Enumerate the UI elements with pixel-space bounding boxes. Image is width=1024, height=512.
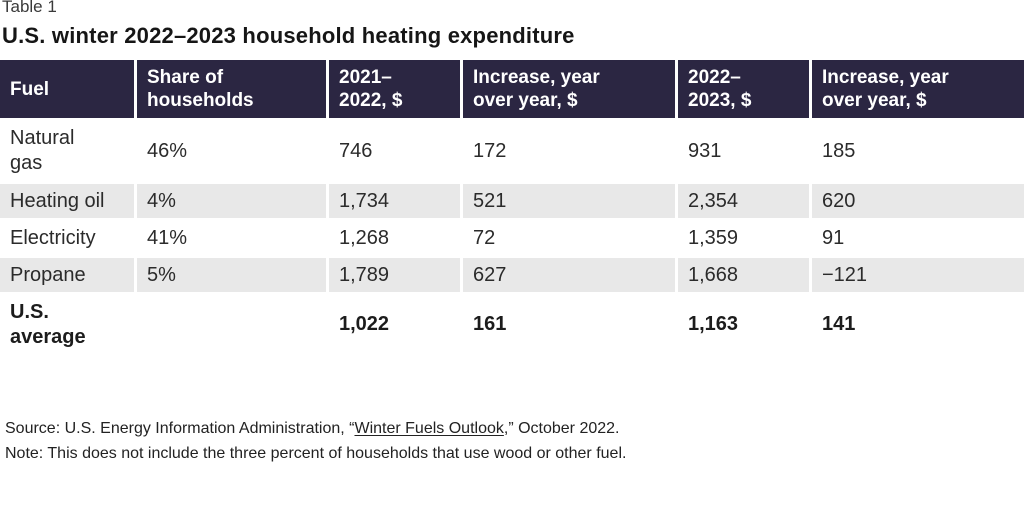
exp-2022-2023-cell: 2,354 <box>678 184 812 221</box>
table-row-us-average: U.S. average 1,022 161 1,163 141 <box>0 295 1024 354</box>
exp-2021-2022-cell: 1,734 <box>329 184 463 221</box>
increase-yoy-2-cell: −121 <box>812 258 1024 295</box>
increase-yoy-1-cell: 72 <box>463 221 678 258</box>
source-text-suffix: ,” October 2022. <box>503 420 620 437</box>
share-cell: 41% <box>137 221 329 258</box>
increase-yoy-1-cell: 172 <box>463 121 678 184</box>
increase-yoy-1-cell: 627 <box>463 258 678 295</box>
exp-2021-2022-cell: 746 <box>329 121 463 184</box>
table-row-electricity: Electricity 41% 1,268 72 1,359 91 <box>0 221 1024 258</box>
column-header-increase-yoy-2: Increase, year over year, $ <box>812 60 1024 121</box>
increase-yoy-2-cell: 141 <box>812 295 1024 354</box>
column-header-increase-yoy-1: Increase, year over year, $ <box>463 60 678 121</box>
fuel-cell: U.S. average <box>0 295 137 354</box>
increase-yoy-1-cell: 521 <box>463 184 678 221</box>
exp-2022-2023-cell: 931 <box>678 121 812 184</box>
header-row: Fuel Share of households 2021– 2022, $ I… <box>0 60 1024 121</box>
page-title: U.S. winter 2022–2023 household heating … <box>2 23 575 48</box>
column-header-2022-2023: 2022– 2023, $ <box>678 60 812 121</box>
column-header-share-of-households: Share of households <box>137 60 329 121</box>
fuel-cell: Electricity <box>0 221 137 258</box>
source-line: Source: U.S. Energy Information Administ… <box>5 416 1024 441</box>
increase-yoy-1-cell: 161 <box>463 295 678 354</box>
share-cell: 46% <box>137 121 329 184</box>
table-row-propane: Propane 5% 1,789 627 1,668 −121 <box>0 258 1024 295</box>
source-text-prefix: Source: U.S. Energy Information Administ… <box>5 420 355 437</box>
share-cell: 5% <box>137 258 329 295</box>
fuel-cell: Natural gas <box>0 121 137 184</box>
fuel-cell: Propane <box>0 258 137 295</box>
column-header-2021-2022: 2021– 2022, $ <box>329 60 463 121</box>
increase-yoy-2-cell: 620 <box>812 184 1024 221</box>
increase-yoy-2-cell: 185 <box>812 121 1024 184</box>
heating-expenditure-table: Fuel Share of households 2021– 2022, $ I… <box>0 60 1024 354</box>
winter-fuels-outlook-link[interactable]: Winter Fuels Outlook <box>354 420 504 437</box>
exp-2022-2023-cell: 1,359 <box>678 221 812 258</box>
share-cell: 4% <box>137 184 329 221</box>
fuel-cell: Heating oil <box>0 184 137 221</box>
exp-2021-2022-cell: 1,022 <box>329 295 463 354</box>
table-row-natural-gas: Natural gas 46% 746 172 931 185 <box>0 121 1024 184</box>
exp-2021-2022-cell: 1,268 <box>329 221 463 258</box>
share-cell <box>137 295 329 354</box>
table-label: Table 1 <box>2 0 57 16</box>
table-footer: Source: U.S. Energy Information Administ… <box>5 416 1024 466</box>
increase-yoy-2-cell: 91 <box>812 221 1024 258</box>
exp-2022-2023-cell: 1,163 <box>678 295 812 354</box>
exp-2021-2022-cell: 1,789 <box>329 258 463 295</box>
note-line: Note: This does not include the three pe… <box>5 445 627 462</box>
column-header-fuel: Fuel <box>0 60 137 121</box>
exp-2022-2023-cell: 1,668 <box>678 258 812 295</box>
table-row-heating-oil: Heating oil 4% 1,734 521 2,354 620 <box>0 184 1024 221</box>
